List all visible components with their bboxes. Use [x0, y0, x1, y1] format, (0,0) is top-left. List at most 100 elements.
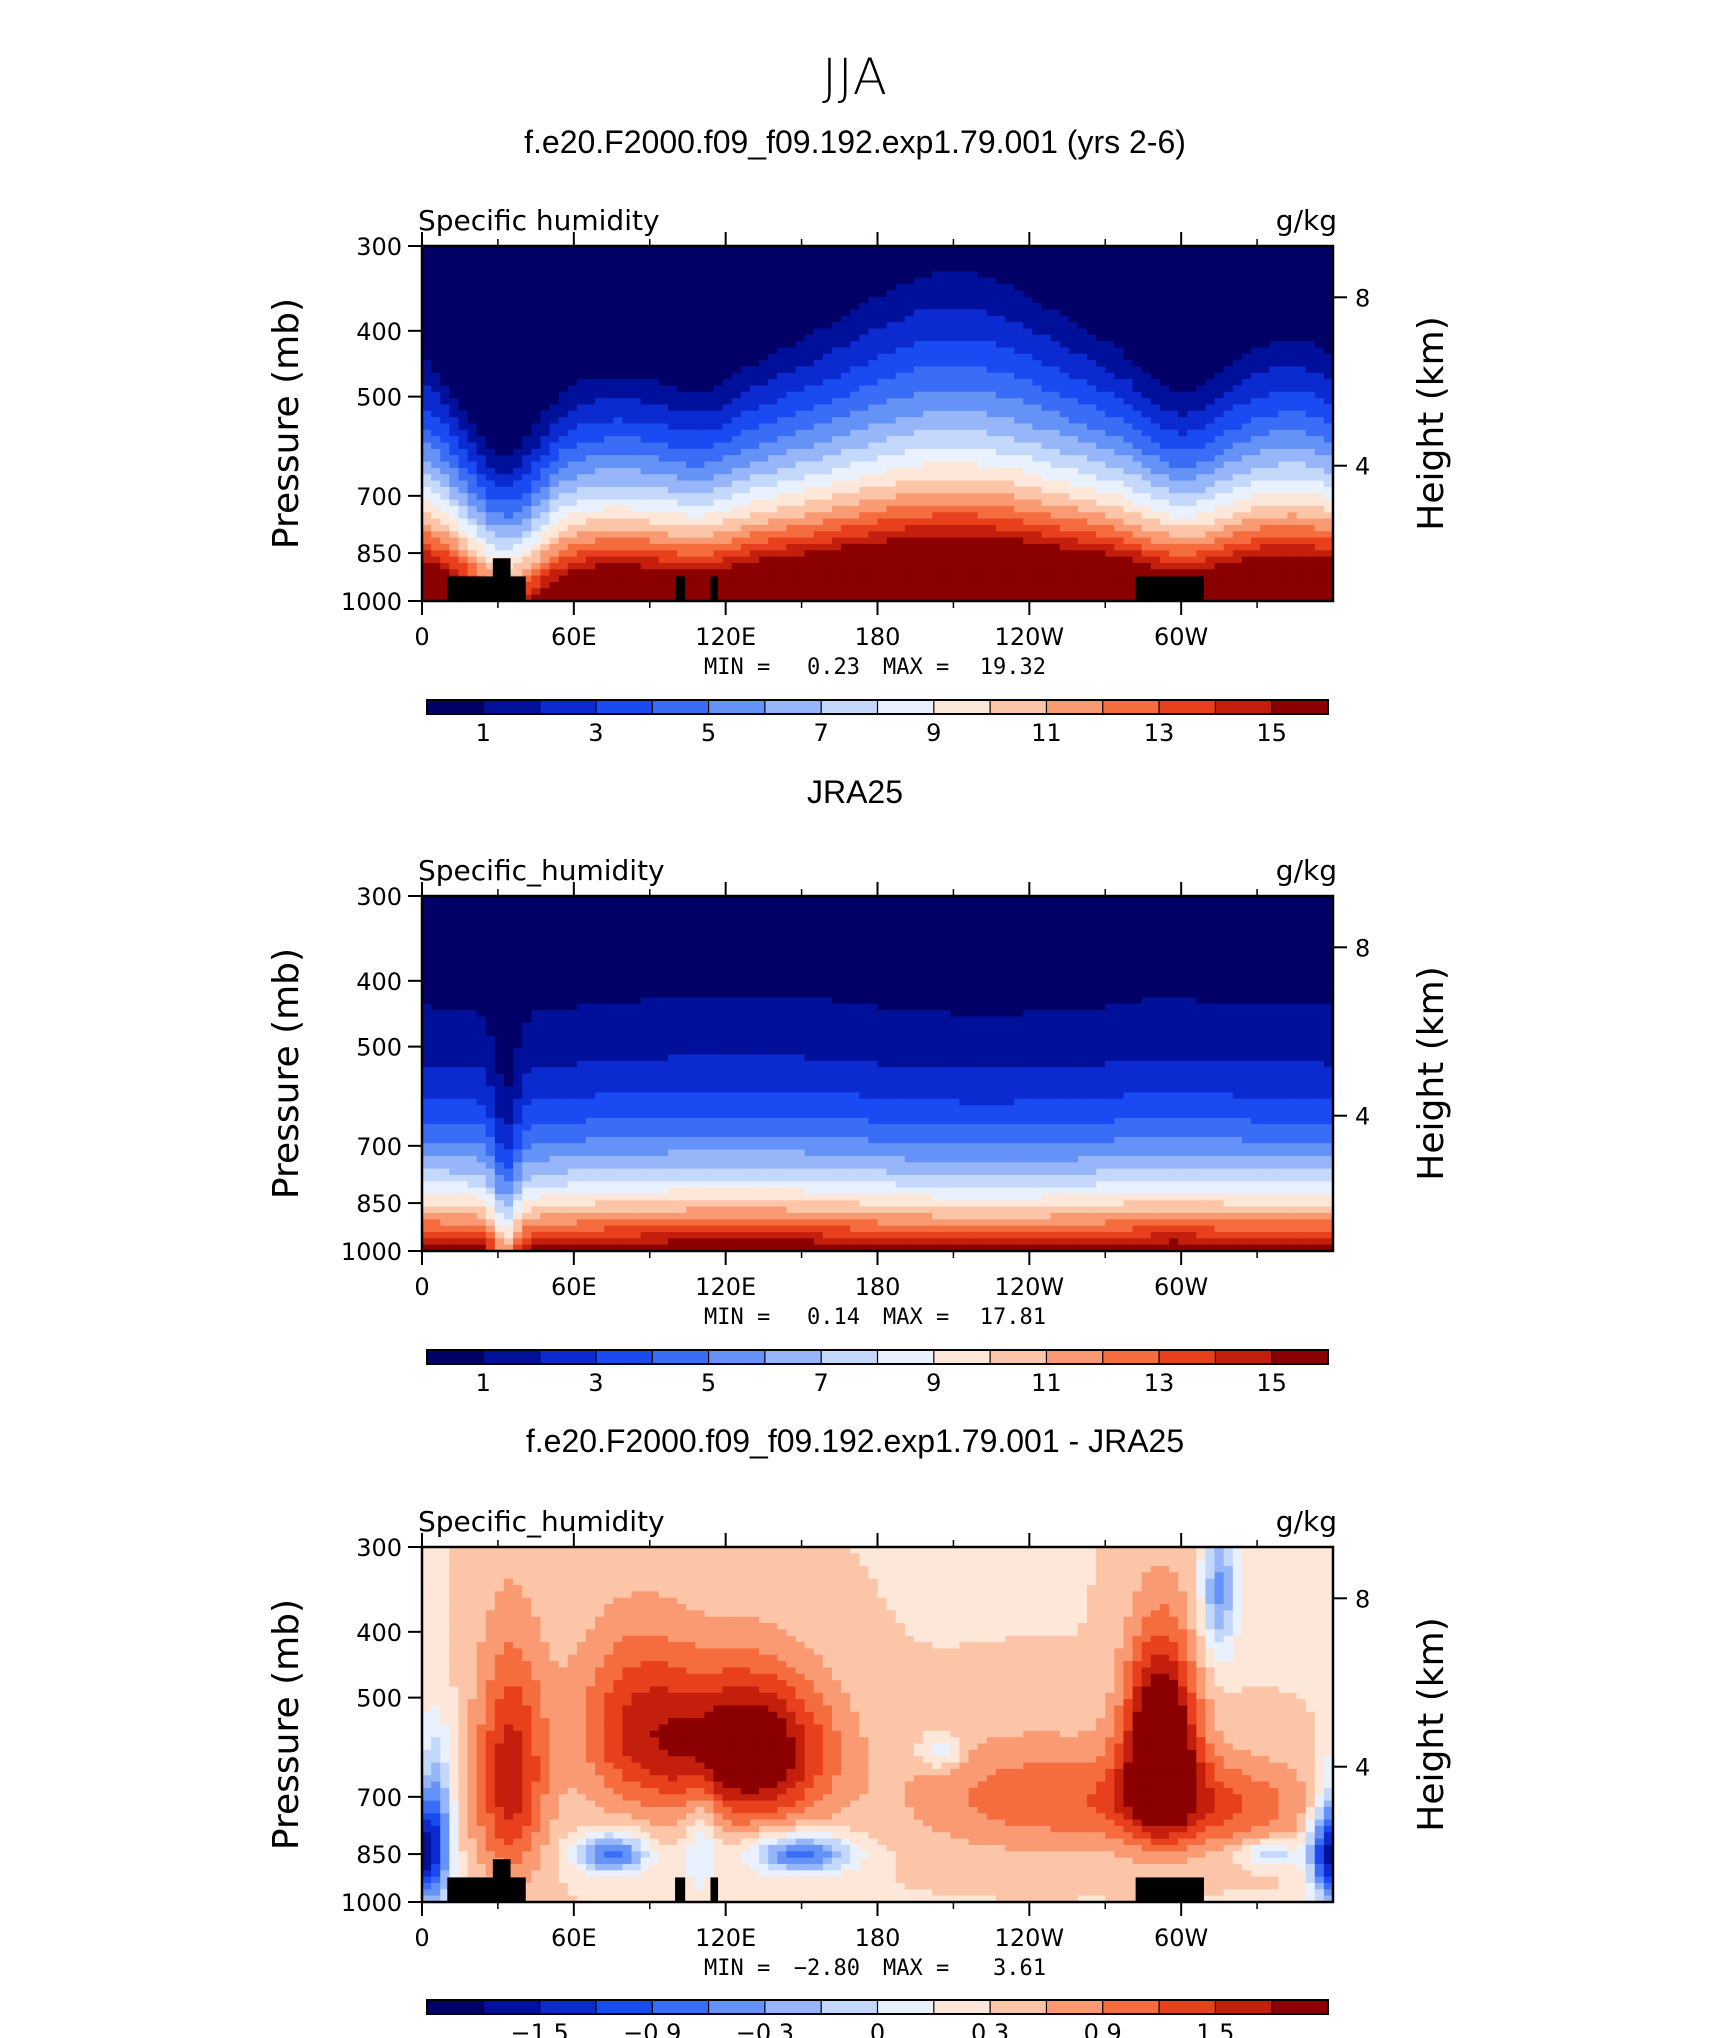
contour-cell — [804, 461, 815, 469]
contour-cell — [759, 480, 769, 488]
contour-cell — [1241, 556, 1252, 564]
contour-cell — [1196, 258, 1207, 266]
contour-cell — [831, 531, 842, 539]
contour-cell — [1269, 322, 1279, 330]
contour-cell — [1287, 271, 1298, 279]
contour-cell — [968, 493, 979, 501]
contour-cell — [1223, 417, 1234, 425]
contour-cell — [431, 341, 441, 349]
contour-cell — [1014, 322, 1024, 330]
contour-cell — [731, 328, 742, 336]
contour-cell — [1123, 423, 1134, 431]
contour-cell — [1041, 404, 1052, 412]
contour-cell — [449, 398, 460, 406]
contour-cell — [740, 467, 751, 475]
contour-cell — [722, 480, 733, 488]
contour-cell — [1278, 341, 1289, 349]
contour-cell — [1105, 353, 1115, 361]
contour-cell — [695, 410, 706, 418]
contour-cell — [831, 505, 842, 513]
contour-cell — [422, 258, 432, 266]
contour-cell — [731, 366, 742, 374]
contour-cell — [686, 537, 696, 545]
contour-cell — [585, 486, 596, 494]
contour-cell — [1123, 537, 1134, 545]
contour-cell — [1296, 271, 1307, 279]
contour-cell — [913, 385, 924, 393]
contour-cell — [1278, 277, 1289, 285]
contour-cell — [449, 550, 460, 558]
contour-cell — [1296, 505, 1307, 513]
contour-cell — [1123, 442, 1134, 450]
contour-cell — [1096, 360, 1106, 368]
contour-cell — [822, 322, 833, 330]
contour-cell — [1050, 556, 1061, 564]
contour-cell — [1214, 442, 1225, 450]
contour-cell — [631, 556, 642, 564]
contour-cell — [567, 271, 578, 279]
contour-cell — [968, 379, 979, 387]
contour-cell — [1223, 366, 1234, 374]
contour-cell — [968, 474, 979, 482]
contour-cell — [1278, 366, 1289, 374]
contour-cell — [1278, 391, 1289, 399]
contour-cell — [968, 467, 979, 475]
contour-cell — [1041, 303, 1052, 310]
contour-cell — [1305, 531, 1316, 539]
contour-cell — [1278, 550, 1289, 558]
contour-cell — [995, 322, 1006, 330]
contour-cell — [986, 417, 997, 425]
contour-cell — [422, 404, 432, 412]
contour-cell — [604, 537, 614, 545]
contour-cell — [1068, 436, 1079, 444]
contour-cell — [549, 436, 560, 444]
contour-cell — [841, 334, 851, 342]
contour-cell — [877, 290, 888, 298]
contour-cell — [576, 309, 587, 317]
contour-cell — [494, 366, 505, 374]
contour-cell — [1178, 543, 1188, 551]
contour-cell — [1005, 493, 1015, 501]
contour-cell — [813, 455, 824, 463]
contour-cell — [476, 284, 487, 291]
contour-cell — [667, 550, 678, 558]
contour-cell — [1150, 347, 1161, 355]
contour-cell — [667, 252, 678, 260]
contour-cell — [841, 474, 851, 482]
contour-cell — [1014, 499, 1024, 507]
contour-cell — [1114, 518, 1125, 526]
contour-cell — [831, 550, 842, 558]
contour-cell — [704, 372, 715, 380]
contour-cell — [1150, 505, 1161, 513]
contour-cell — [649, 436, 660, 444]
contour-cell — [1150, 550, 1161, 558]
contour-cell — [704, 366, 715, 374]
contour-cell — [1141, 271, 1152, 279]
contour-cell — [649, 480, 660, 488]
contour-cell — [868, 423, 879, 431]
contour-cell — [1096, 246, 1106, 253]
contour-cell — [549, 290, 560, 298]
contour-cell — [977, 423, 988, 431]
contour-cell — [558, 391, 569, 399]
contour-cell — [1214, 277, 1225, 285]
contour-cell — [822, 328, 833, 336]
contour-cell — [1096, 353, 1106, 361]
contour-cell — [1241, 265, 1252, 272]
contour-cell — [722, 277, 733, 285]
contour-cell — [494, 442, 505, 450]
contour-cell — [485, 360, 496, 368]
contour-cell — [859, 410, 869, 418]
contour-cell — [476, 499, 487, 507]
contour-cell — [740, 429, 751, 437]
contour-cell — [804, 474, 815, 482]
contour-cell — [1132, 524, 1143, 532]
contour-cell — [1105, 493, 1115, 501]
contour-cell — [795, 404, 806, 412]
contour-cell — [731, 277, 742, 285]
contour-cell — [1169, 258, 1179, 266]
contour-cell — [713, 410, 724, 418]
contour-cell — [658, 284, 669, 291]
contour-cell — [649, 398, 660, 406]
contour-cell — [576, 480, 587, 488]
